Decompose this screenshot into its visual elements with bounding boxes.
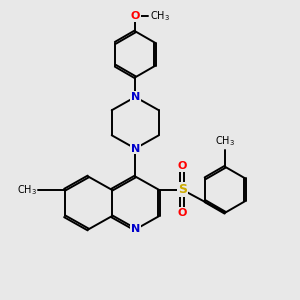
- Text: CH$_3$: CH$_3$: [16, 183, 37, 197]
- Text: O: O: [178, 208, 187, 218]
- Text: N: N: [131, 143, 140, 154]
- Text: CH$_3$: CH$_3$: [150, 9, 170, 23]
- Text: O: O: [130, 11, 140, 21]
- Text: CH$_3$: CH$_3$: [215, 134, 235, 148]
- Text: N: N: [131, 92, 140, 102]
- Text: N: N: [131, 224, 140, 235]
- Text: S: S: [178, 183, 187, 196]
- Text: O: O: [178, 161, 187, 171]
